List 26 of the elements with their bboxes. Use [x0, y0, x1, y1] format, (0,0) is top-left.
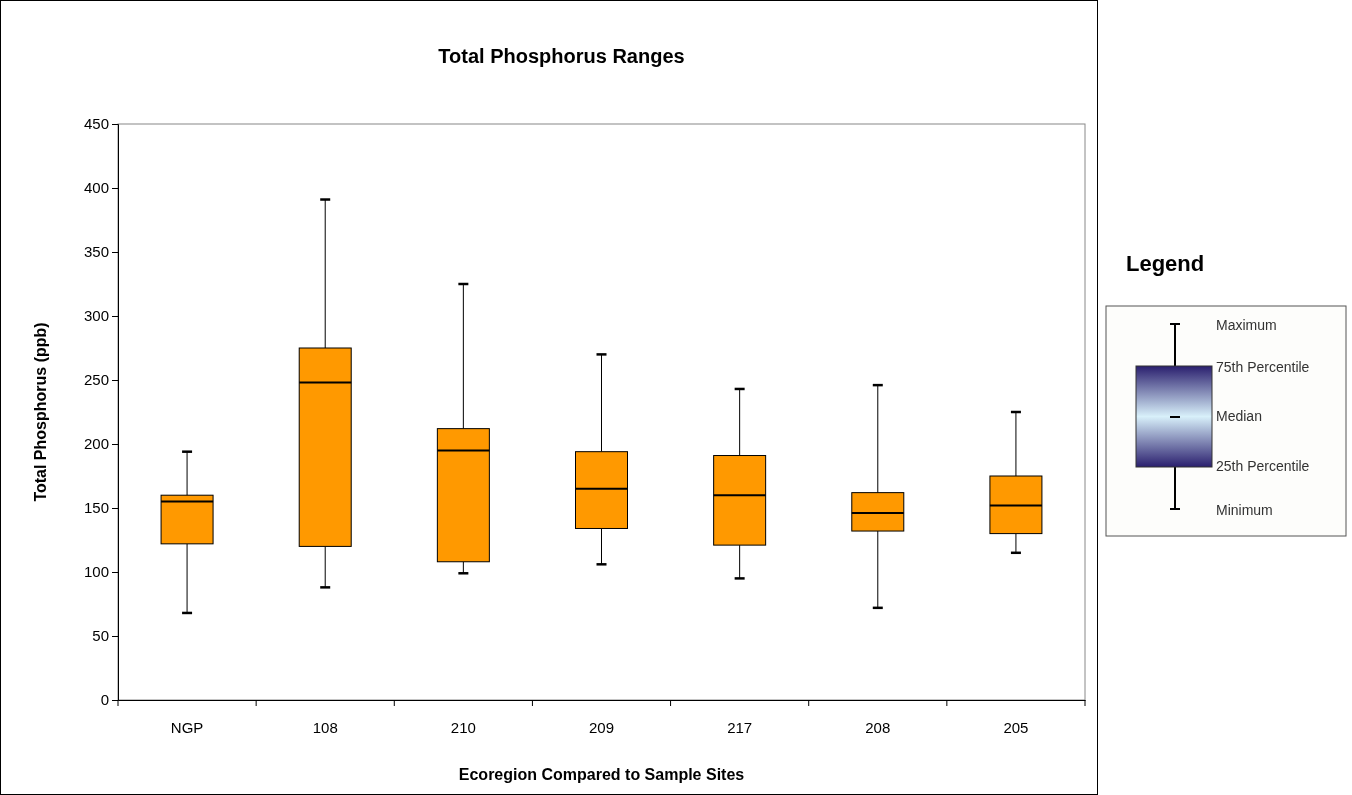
y-tick-label: 250: [83, 371, 109, 389]
text: 75th Percentile: [1216, 359, 1310, 375]
y-tick-label: 200: [83, 435, 109, 453]
y-tick-label: 450: [83, 115, 109, 133]
text: Maximum: [1216, 317, 1277, 333]
x-tick-label: NGP: [170, 718, 204, 736]
y-tick-label: 50: [92, 627, 109, 645]
y-tick-label: 150: [83, 499, 109, 517]
y-tick-label: 350: [83, 243, 109, 261]
y-tick-label: 0: [100, 691, 109, 709]
text: Legend: [1126, 251, 1205, 276]
text: Minimum: [1216, 502, 1273, 518]
y-tick-label: 300: [83, 307, 109, 325]
y-axis-title: Total Phosphorus (ppb): [32, 322, 49, 502]
x-tick-label: 108: [312, 718, 338, 736]
chart-title: Total Phosphorus Ranges: [438, 45, 685, 67]
x-tick-label: 209: [588, 718, 615, 736]
x-tick-label: 217: [727, 718, 753, 736]
text: Median: [1216, 408, 1262, 424]
y-tick-label: 100: [83, 563, 109, 581]
x-tick-label: 205: [1003, 718, 1029, 736]
x-axis-title: Ecoregion Compared to Sample Sites: [458, 766, 745, 783]
text: 25th Percentile: [1216, 458, 1310, 474]
y-tick-label: 400: [83, 179, 109, 197]
x-tick-label: 208: [865, 718, 891, 736]
x-tick-label: 210: [450, 718, 476, 736]
